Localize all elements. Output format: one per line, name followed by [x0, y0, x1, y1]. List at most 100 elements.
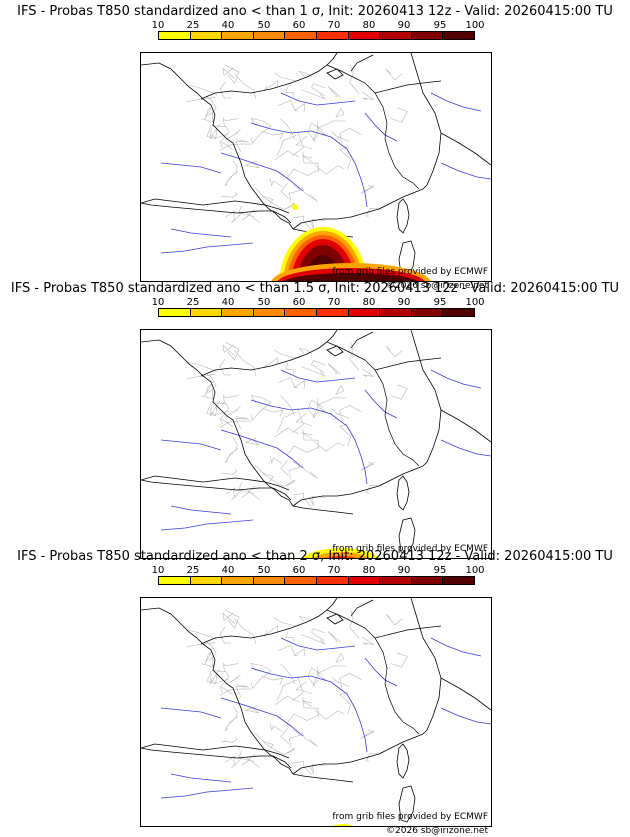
admin-boundary — [250, 117, 272, 127]
legend-label: 40 — [221, 297, 235, 308]
legend-label: 90 — [397, 20, 411, 31]
river — [160, 707, 222, 719]
admin-boundary — [263, 80, 278, 92]
admin-boundary — [223, 394, 239, 405]
admin-boundary — [339, 128, 362, 144]
lake-outline — [326, 613, 344, 625]
legend-swatch — [222, 32, 254, 39]
legend-swatch — [316, 309, 349, 316]
admin-boundary — [311, 628, 326, 641]
legend-swatch — [348, 309, 381, 316]
admin-boundary — [210, 678, 229, 684]
admin-boundary — [276, 411, 297, 433]
admin-boundary — [390, 107, 408, 123]
river — [354, 707, 368, 753]
admin-boundary — [301, 155, 313, 162]
river — [430, 637, 482, 657]
admin-boundary — [263, 357, 278, 369]
admin-boundary — [201, 111, 214, 123]
legend-label: 80 — [362, 565, 376, 576]
sardinia-coastline — [398, 517, 416, 555]
admin-boundary — [292, 407, 304, 434]
legend-labels: 10 25 40 50 60 70 80 90 95 100 — [0, 20, 630, 31]
probability-area — [332, 824, 354, 826]
admin-boundary — [235, 416, 249, 430]
admin-boundary — [295, 135, 312, 150]
admin-boundary — [244, 437, 260, 446]
admin-boundary — [339, 405, 362, 421]
river — [440, 162, 491, 180]
river — [430, 369, 482, 389]
legend-swatch — [411, 309, 444, 316]
admin-boundary — [335, 384, 345, 395]
legend-label: 95 — [433, 565, 447, 576]
admin-boundary — [286, 445, 320, 456]
legend-swatch — [411, 32, 444, 39]
river — [364, 112, 398, 142]
admin-boundary — [226, 705, 238, 728]
admin-boundary — [219, 685, 229, 696]
admin-boundary — [298, 615, 313, 622]
admin-boundary — [261, 407, 284, 417]
admin-boundary — [235, 139, 249, 153]
coastline — [200, 53, 338, 100]
probability-area — [302, 548, 380, 558]
legend-swatch — [190, 577, 223, 584]
coastline — [410, 598, 491, 735]
admin-boundary — [231, 488, 255, 501]
legend-label: 40 — [221, 20, 235, 31]
coastline — [292, 188, 424, 230]
legend-swatch — [159, 577, 191, 584]
river — [220, 152, 304, 192]
river — [160, 519, 254, 531]
admin-boundary — [292, 492, 312, 507]
country-border — [326, 64, 420, 190]
admin-boundary — [206, 402, 218, 417]
legend-swatch — [253, 577, 286, 584]
river — [440, 707, 491, 725]
legend-swatch — [285, 577, 317, 584]
credit-grib: from grib files provided by ECMWF — [332, 544, 488, 554]
admin-boundary — [250, 662, 272, 672]
admin-boundary — [250, 394, 272, 404]
admin-boundary — [224, 716, 238, 732]
admin-boundary — [301, 186, 318, 202]
admin-boundary — [331, 131, 350, 142]
admin-boundary — [360, 729, 375, 739]
admin-boundary — [280, 728, 290, 745]
admin-boundary — [187, 641, 216, 647]
legend-label: 100 — [465, 20, 485, 31]
corsica-coastline — [396, 198, 410, 234]
admin-boundary — [219, 358, 231, 376]
admin-boundary — [261, 740, 274, 751]
admin-boundary — [206, 125, 218, 140]
admin-boundary — [226, 160, 238, 183]
admin-boundary — [360, 184, 375, 194]
admin-boundary — [201, 388, 214, 400]
admin-boundary — [292, 215, 312, 230]
admin-boundary — [235, 684, 249, 698]
river — [160, 162, 222, 174]
admin-boundary — [285, 631, 294, 642]
admin-boundary — [301, 463, 318, 479]
admin-boundary — [300, 634, 326, 645]
admin-boundary — [244, 160, 260, 169]
probability-area — [271, 204, 431, 281]
map-layer — [141, 53, 491, 278]
coastline — [141, 743, 290, 759]
admin-boundary — [349, 609, 360, 639]
admin-boundary — [284, 479, 296, 487]
legend-labels: 10 25 40 50 60 70 80 90 95 100 — [0, 297, 630, 308]
river — [160, 242, 254, 254]
admin-boundary — [292, 675, 304, 702]
admin-boundary — [224, 448, 238, 464]
probability-contour — [284, 273, 418, 281]
legend-label: 40 — [221, 565, 235, 576]
admin-boundary — [241, 485, 256, 498]
legend-label: 25 — [186, 565, 200, 576]
legend-swatch — [443, 32, 474, 39]
admin-boundary — [307, 122, 324, 142]
legend-swatch — [443, 577, 474, 584]
admin-boundary — [302, 696, 319, 718]
admin-boundary — [317, 665, 347, 674]
